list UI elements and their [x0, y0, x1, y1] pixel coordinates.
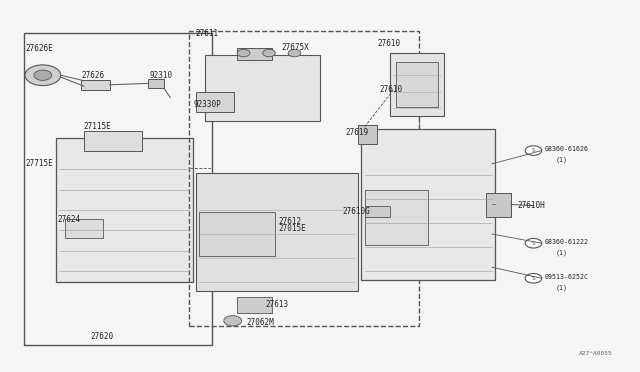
Text: 27015E: 27015E: [278, 224, 307, 233]
Text: 27715E: 27715E: [26, 159, 53, 169]
Circle shape: [525, 238, 541, 248]
Bar: [205, 55, 320, 121]
Bar: [365, 206, 390, 217]
Text: 27619: 27619: [346, 128, 369, 137]
Text: A27^A0055: A27^A0055: [579, 351, 613, 356]
Text: 27626E: 27626E: [26, 44, 53, 53]
Circle shape: [34, 70, 52, 80]
Text: 27624: 27624: [58, 215, 81, 224]
Text: 92330P: 92330P: [194, 100, 221, 109]
Bar: [396, 62, 438, 107]
Circle shape: [525, 273, 541, 283]
Text: (1): (1): [556, 249, 568, 256]
Circle shape: [525, 146, 541, 155]
Circle shape: [288, 49, 301, 57]
Bar: [199, 212, 275, 256]
Text: 27613: 27613: [266, 300, 289, 310]
Text: 27062M: 27062M: [246, 318, 275, 327]
Text: 08360-61222: 08360-61222: [544, 239, 588, 245]
Bar: [486, 193, 511, 217]
Text: 92310: 92310: [150, 71, 173, 80]
Bar: [65, 219, 103, 238]
Text: S: S: [532, 241, 535, 246]
Text: 27612: 27612: [278, 217, 301, 225]
Bar: [365, 190, 428, 245]
Bar: [148, 79, 164, 88]
Bar: [362, 129, 495, 280]
Bar: [358, 125, 378, 144]
Circle shape: [262, 49, 275, 57]
Text: 27610G: 27610G: [342, 206, 370, 216]
Bar: [237, 48, 272, 61]
Circle shape: [224, 315, 242, 326]
Text: 27626: 27626: [81, 71, 104, 80]
Text: 09513-6252C: 09513-6252C: [544, 274, 588, 280]
Text: (1): (1): [556, 284, 568, 291]
Text: 27115E: 27115E: [83, 122, 111, 131]
Bar: [196, 92, 234, 112]
Bar: [390, 53, 444, 116]
Text: 27675X: 27675X: [282, 43, 310, 52]
Text: 08360-61626: 08360-61626: [544, 146, 588, 152]
Text: 27611: 27611: [196, 29, 219, 38]
Text: S: S: [532, 276, 535, 281]
Text: 27610H: 27610H: [518, 201, 545, 210]
Text: 27610: 27610: [380, 85, 403, 94]
Bar: [84, 131, 141, 151]
Circle shape: [237, 49, 250, 57]
Text: 27610: 27610: [378, 39, 401, 48]
Text: S: S: [532, 148, 535, 153]
Circle shape: [25, 65, 61, 86]
Bar: [24, 33, 212, 345]
Text: (1): (1): [556, 157, 568, 163]
Bar: [81, 80, 109, 90]
Bar: [189, 31, 419, 326]
Bar: [196, 173, 358, 291]
Bar: [237, 297, 272, 313]
Text: 27620: 27620: [91, 332, 114, 341]
Bar: [56, 138, 193, 282]
